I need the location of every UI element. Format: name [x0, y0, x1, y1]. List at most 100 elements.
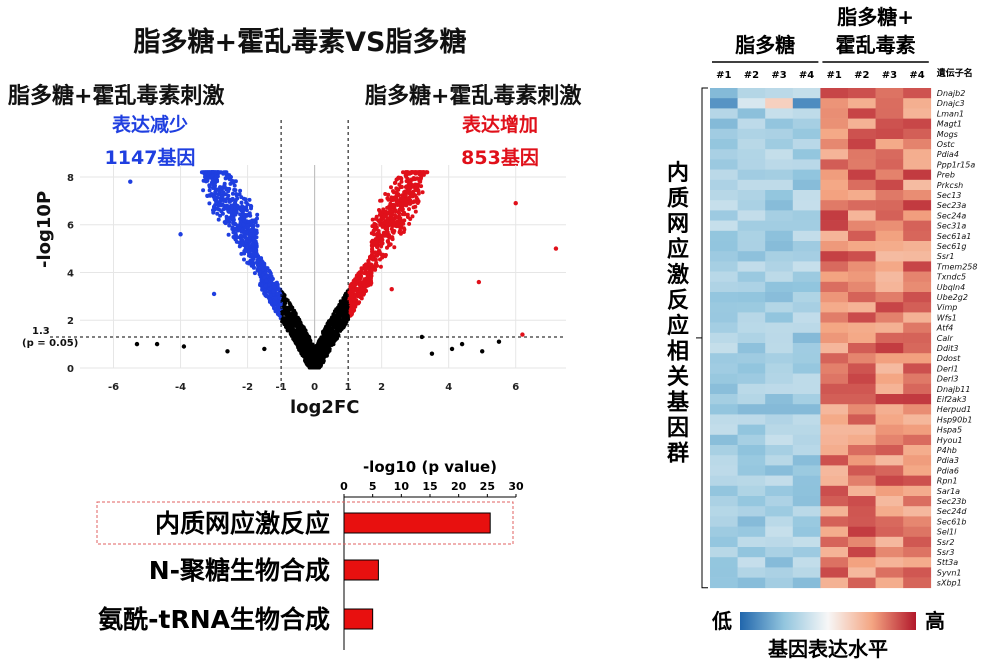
volcano-point: [416, 199, 421, 204]
heatmap-cell: [792, 118, 821, 130]
heatmap-cell: [820, 271, 849, 283]
volcano-outlier: [154, 341, 160, 347]
heatmap-cell: [710, 383, 738, 395]
volcano-point: [242, 215, 247, 220]
column-label: #1: [827, 70, 842, 81]
volcano-point: [369, 269, 374, 274]
heatmap-cell: [765, 251, 794, 262]
volcano-point: [391, 223, 396, 228]
volcano-point: [330, 315, 335, 320]
volcano-point: [357, 300, 362, 305]
heatmap-cell: [848, 363, 876, 374]
heatmap-cell: [765, 353, 794, 364]
column-label: #2: [744, 70, 759, 81]
volcano-point: [211, 186, 215, 190]
volcano-point: [232, 187, 237, 192]
heatmap-cell: [710, 302, 738, 313]
volcano-point: [402, 210, 407, 215]
heatmap-cell: [820, 190, 849, 201]
volcano-point: [258, 270, 262, 275]
volcano-point: [377, 219, 382, 224]
heatmap-cell: [792, 353, 821, 364]
volcano-point: [207, 183, 212, 188]
volcano-point: [335, 309, 340, 314]
heatmap-cell: [820, 547, 849, 558]
volcano-point: [401, 226, 406, 231]
heatmap-cell: [848, 516, 876, 527]
heatmap-cell: [765, 383, 794, 395]
heatmap-cell: [820, 434, 849, 446]
heatmap-cell: [710, 281, 738, 293]
volcano-point: [254, 231, 259, 236]
heatmap-cell: [820, 322, 849, 334]
heatmap-cell: [737, 332, 766, 344]
heatmap-cell: [848, 179, 876, 191]
volcano-point: [242, 205, 247, 210]
heatmap-cell: [875, 292, 904, 303]
heatmap-cell: [820, 281, 849, 293]
bar-tick-label: 30: [508, 480, 524, 493]
heatmap-cell: [903, 149, 932, 160]
bar: [343, 512, 491, 534]
heatmap-cell: [875, 261, 904, 272]
heatmap-cell: [710, 506, 738, 517]
gene-label: Dnajb2: [937, 89, 966, 98]
volcano-point: [324, 346, 329, 351]
heatmap-cell: [903, 373, 932, 385]
volcano-point: [235, 204, 240, 208]
gene-label: Sec23a: [937, 201, 967, 210]
volcano-point: [231, 179, 236, 184]
volcano-point: [414, 195, 419, 200]
legend-title: 基因表达水平: [768, 637, 888, 661]
volcano-point: [342, 297, 347, 302]
bar-tick-label: 25: [480, 480, 495, 493]
volcano-point: [370, 217, 375, 222]
volcano-point: [336, 320, 341, 325]
volcano-point: [295, 322, 300, 327]
volcano-point: [358, 279, 363, 284]
gene-label: Eif2ak3: [937, 395, 967, 404]
x-tick-label: -2: [242, 382, 253, 393]
heatmap-cell: [875, 139, 904, 150]
volcano-point: [366, 279, 371, 284]
heatmap-cell: [820, 302, 849, 313]
side-label-char: 应: [667, 237, 689, 263]
volcano-point: [410, 214, 415, 219]
volcano-point: [221, 198, 226, 203]
volcano-outlier: [429, 351, 435, 356]
heatmap-cell: [875, 373, 904, 385]
volcano-point: [377, 212, 382, 217]
heatmap-cell: [903, 434, 932, 446]
volcano-point: [250, 261, 255, 266]
heatmap-cell: [765, 567, 794, 578]
gene-label: sXbp1: [937, 579, 962, 588]
heatmap-cell: [848, 169, 876, 181]
heatmap-cell: [903, 210, 932, 221]
heatmap-cell: [792, 506, 821, 517]
volcano-point: [311, 344, 316, 349]
heatmap-cell: [848, 485, 876, 497]
heatmap-cell: [737, 88, 766, 99]
volcano-point: [377, 250, 382, 254]
heatmap-cell: [875, 404, 904, 415]
bar-tick-label: 15: [422, 480, 437, 493]
gene-label: Sel1l: [937, 528, 957, 537]
volcano-point: [398, 225, 403, 230]
heatmap-cell: [903, 353, 932, 364]
heatmap-cell: [710, 536, 738, 548]
heatmap-cell: [820, 353, 849, 364]
heatmap-cell: [765, 496, 794, 507]
gene-label: Herpud1: [937, 405, 972, 414]
heatmap-cell: [875, 445, 904, 456]
heatmap-cell: [710, 373, 738, 385]
volcano-point: [215, 187, 220, 192]
x-tick-label: -1: [276, 382, 287, 393]
heatmap-cell: [710, 118, 738, 130]
volcano-point: [399, 207, 404, 212]
volcano-point: [410, 170, 415, 175]
heatmap-cell: [792, 190, 821, 201]
column-label: #1: [716, 70, 731, 81]
heatmap-cell: [848, 353, 876, 364]
heatmap-cell: [848, 383, 876, 395]
heatmap-cell: [875, 281, 904, 293]
